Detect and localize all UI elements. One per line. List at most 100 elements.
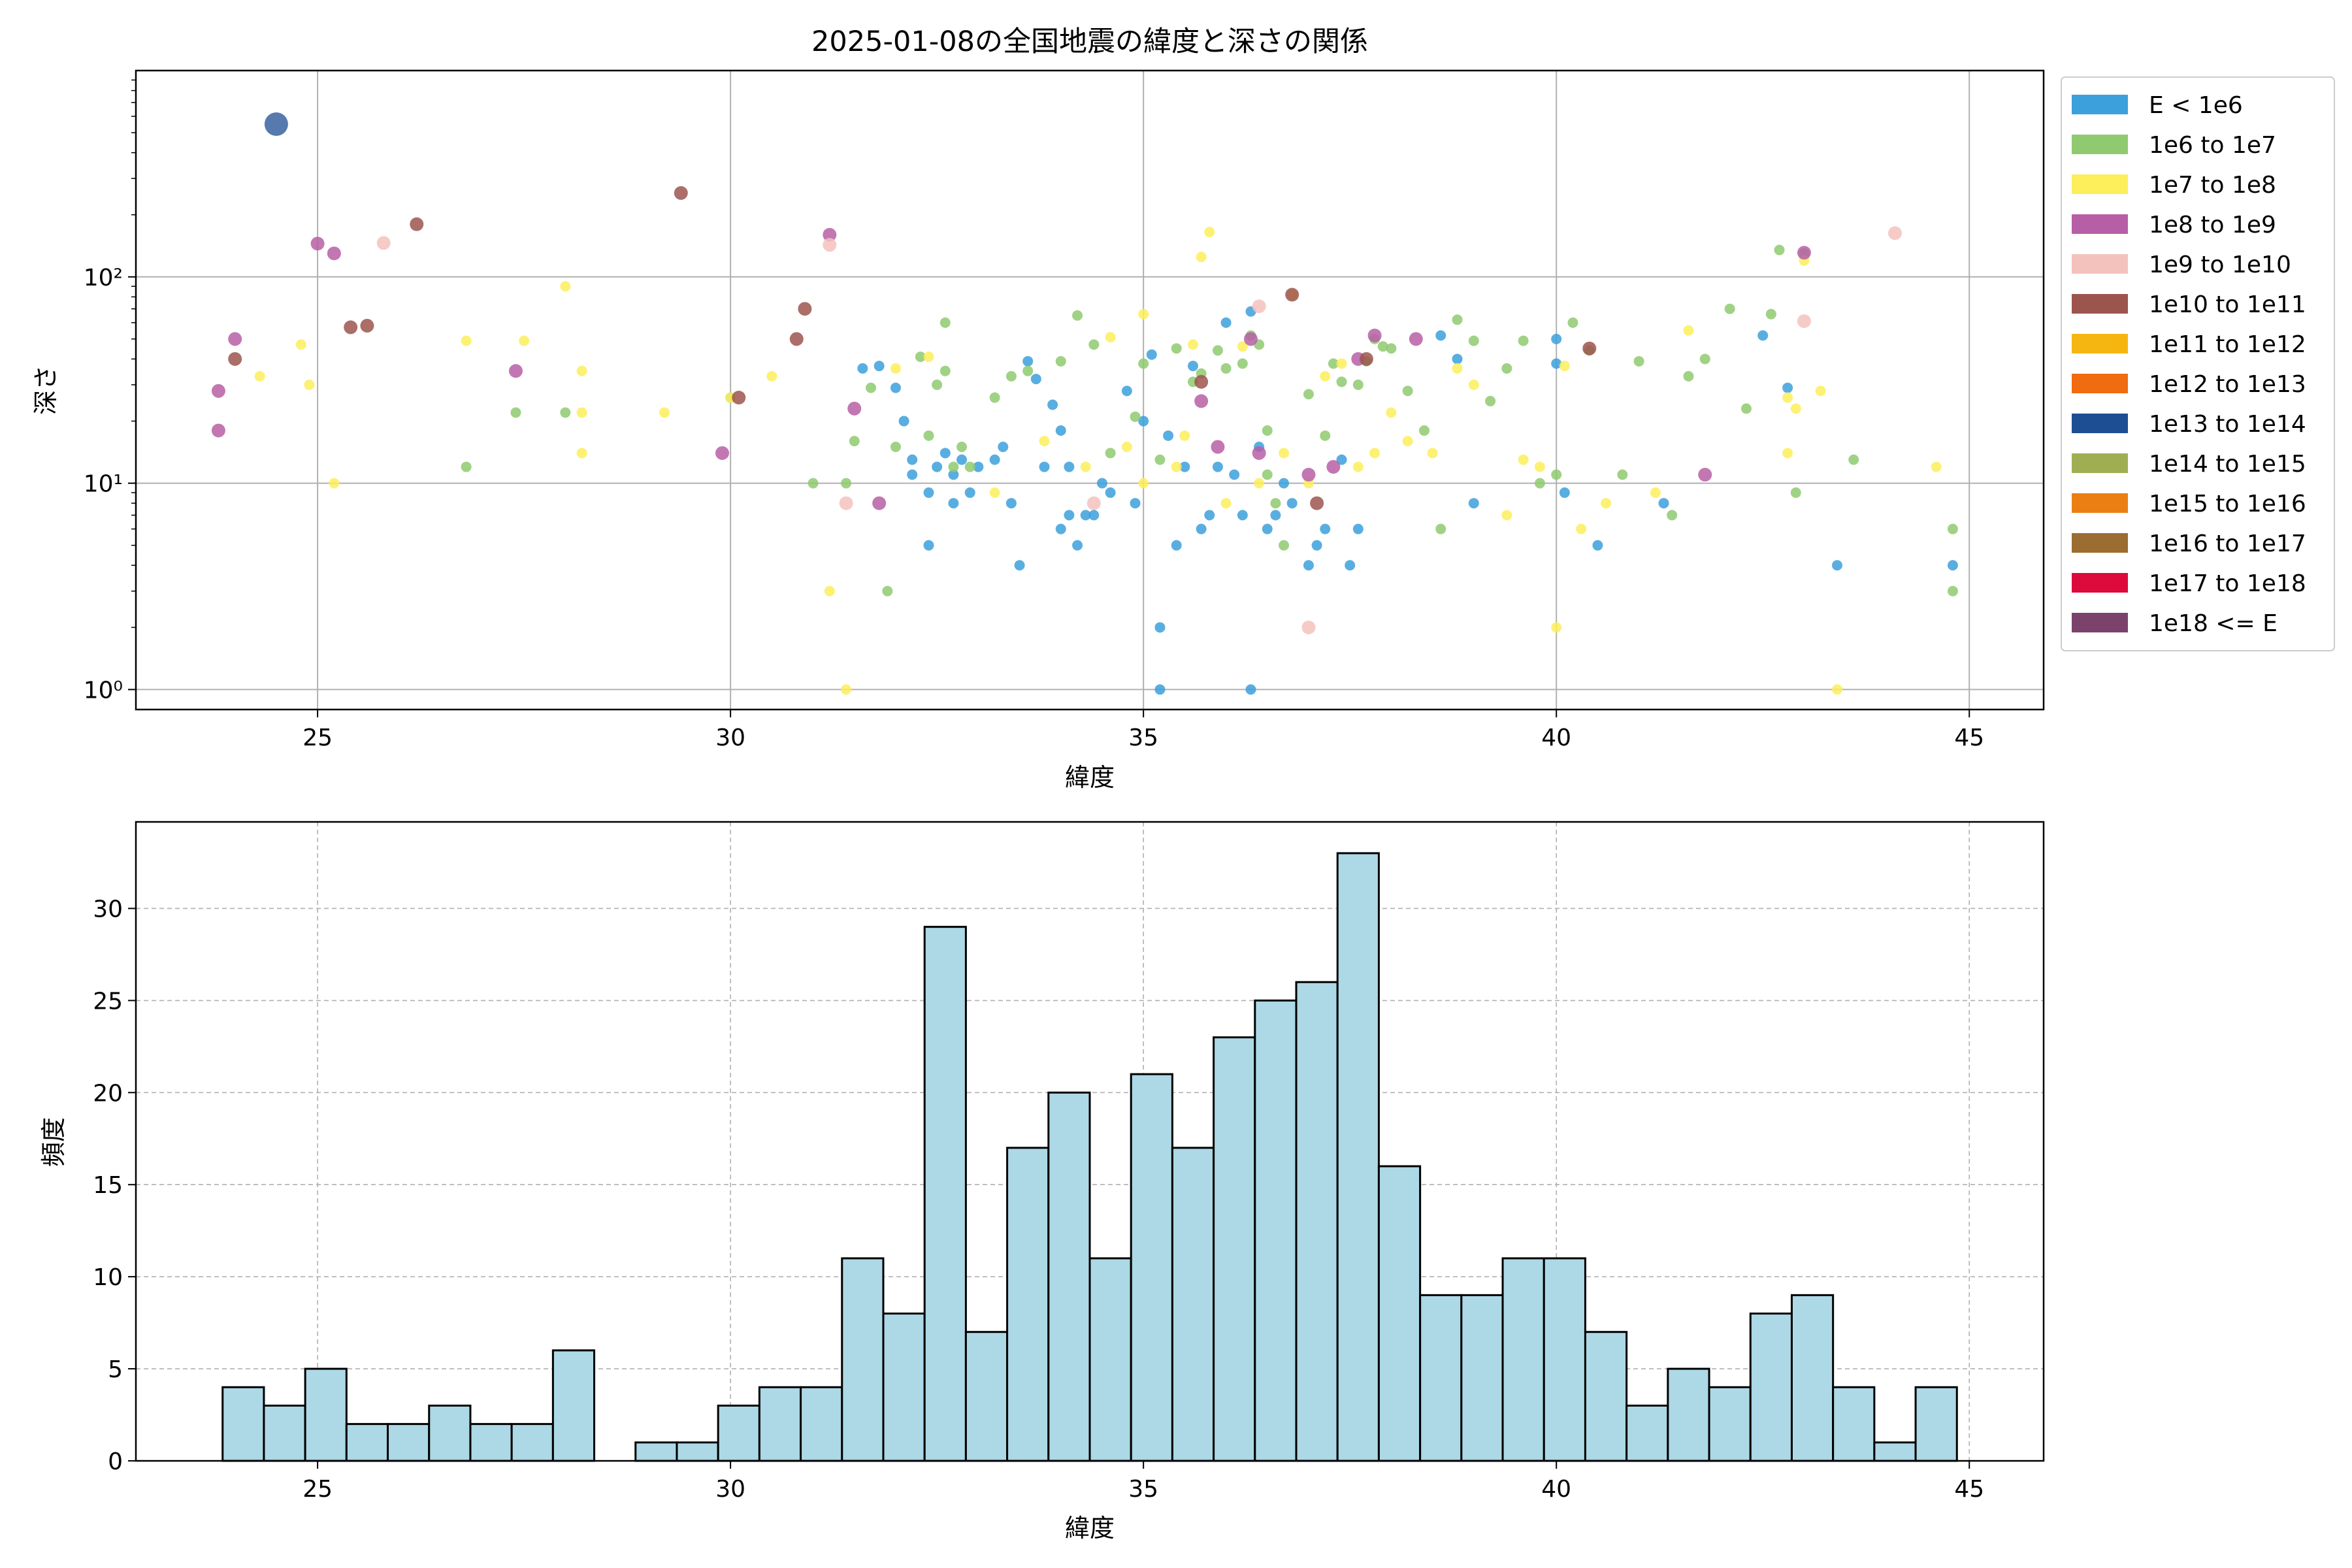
- scatter-point: [1551, 469, 1562, 480]
- scatter-point: [789, 332, 804, 346]
- scatter-point: [264, 112, 288, 136]
- scatter-point: [1055, 355, 1066, 367]
- scatter-point: [915, 351, 926, 363]
- scatter-point: [1072, 540, 1083, 551]
- scatter-point: [890, 382, 901, 393]
- scatter-point: [1352, 523, 1364, 534]
- legend-swatch: [2072, 254, 2128, 274]
- scatter-point: [1285, 287, 1299, 302]
- scatter-point: [1204, 510, 1215, 521]
- legend-label: 1e9 to 1e10: [2149, 252, 2291, 278]
- histogram-bar: [1047, 1091, 1091, 1462]
- scatter-point: [1592, 540, 1603, 551]
- histogram-bar: [1543, 1257, 1586, 1462]
- scatter-point: [1559, 361, 1570, 372]
- scatter-point: [956, 441, 968, 452]
- scatter-point: [295, 339, 306, 350]
- scatter-point: [1194, 374, 1209, 389]
- scatter-point: [890, 441, 901, 452]
- legend-swatch: [2072, 533, 2128, 553]
- histogram-bar: [1584, 1331, 1628, 1462]
- scatter-point: [1947, 523, 1958, 534]
- scatter-point: [1518, 454, 1529, 465]
- histogram-bar: [263, 1404, 306, 1462]
- scatter-point: [1154, 684, 1166, 695]
- scatter-point: [228, 332, 242, 346]
- scatter-point: [576, 448, 587, 459]
- scatter-point: [1138, 478, 1149, 489]
- scatter-point: [907, 454, 918, 465]
- scatter-point: [1831, 684, 1842, 695]
- legend-swatch: [2072, 414, 2128, 433]
- scatter-point: [1427, 448, 1438, 459]
- histogram-x-tick-label: 40: [1541, 1476, 1571, 1503]
- scatter-point: [823, 227, 837, 242]
- legend-swatch: [2072, 214, 2128, 234]
- scatter-point: [1931, 461, 1942, 472]
- histogram-bar: [1667, 1367, 1710, 1462]
- scatter-point: [560, 407, 571, 418]
- scatter-axes-frame: [135, 69, 2045, 711]
- scatter-point: [1022, 365, 1034, 376]
- scatter-point: [508, 364, 523, 378]
- legend-swatch: [2072, 453, 2128, 473]
- scatter-point: [973, 461, 984, 472]
- scatter-point: [1797, 314, 1811, 329]
- scatter-point: [1386, 407, 1397, 418]
- scatter-point: [1154, 622, 1166, 633]
- scatter-point: [1211, 440, 1225, 454]
- scatter-point: [1782, 392, 1793, 403]
- scatter-point: [310, 237, 325, 251]
- scatter-point: [964, 487, 975, 498]
- scatter-point: [1014, 560, 1025, 571]
- scatter-point: [1194, 394, 1209, 408]
- scatter-point: [1658, 498, 1669, 509]
- scatter-point: [1237, 510, 1248, 521]
- scatter-point: [1551, 358, 1562, 369]
- scatter-point: [923, 351, 934, 363]
- legend-box: [2061, 76, 2335, 651]
- scatter-point: [939, 365, 951, 376]
- scatter-point: [1179, 461, 1190, 472]
- scatter-point: [1220, 363, 1232, 374]
- scatter-point: [1320, 523, 1331, 534]
- histogram-bar: [1501, 1257, 1545, 1462]
- scatter-point: [327, 246, 341, 261]
- scatter-point: [1088, 339, 1100, 350]
- scatter-point: [1567, 317, 1578, 328]
- scatter-point: [1782, 382, 1793, 393]
- scatter-point: [1452, 314, 1463, 325]
- scatter-point: [1468, 379, 1479, 390]
- legend-swatch: [2072, 613, 2128, 632]
- scatter-point: [1345, 560, 1356, 571]
- scatter-point: [659, 407, 670, 418]
- scatter-y-tick-label: 10⁰: [84, 677, 123, 704]
- scatter-point: [872, 496, 887, 510]
- scatter-point: [1105, 332, 1116, 343]
- scatter-point: [1105, 448, 1116, 459]
- scatter-point: [998, 441, 1009, 452]
- histogram-bar: [345, 1423, 389, 1462]
- scatter-point: [1352, 379, 1364, 390]
- scatter-point: [1252, 446, 1266, 460]
- scatter-point: [1683, 325, 1694, 336]
- scatter-point: [1188, 361, 1199, 372]
- scatter-point: [847, 401, 862, 416]
- scatter-point: [1320, 370, 1331, 382]
- scatter-point: [1229, 469, 1240, 480]
- legend-swatch: [2072, 334, 2128, 353]
- scatter-point: [1086, 496, 1101, 510]
- scatter-point: [766, 370, 777, 382]
- scatter-y-axis-label: 深さ: [31, 365, 60, 415]
- scatter-point: [1055, 523, 1066, 534]
- histogram-bar: [428, 1404, 472, 1462]
- scatter-point: [798, 302, 812, 316]
- scatter-point: [948, 461, 959, 472]
- scatter-point: [1887, 226, 1902, 240]
- scatter-point: [1146, 349, 1157, 360]
- scatter-point: [1179, 430, 1190, 441]
- legend-label: 1e12 to 1e13: [2149, 371, 2306, 398]
- histogram-bar: [1088, 1257, 1132, 1462]
- legend-swatch: [2072, 573, 2128, 593]
- scatter-point: [1765, 308, 1776, 319]
